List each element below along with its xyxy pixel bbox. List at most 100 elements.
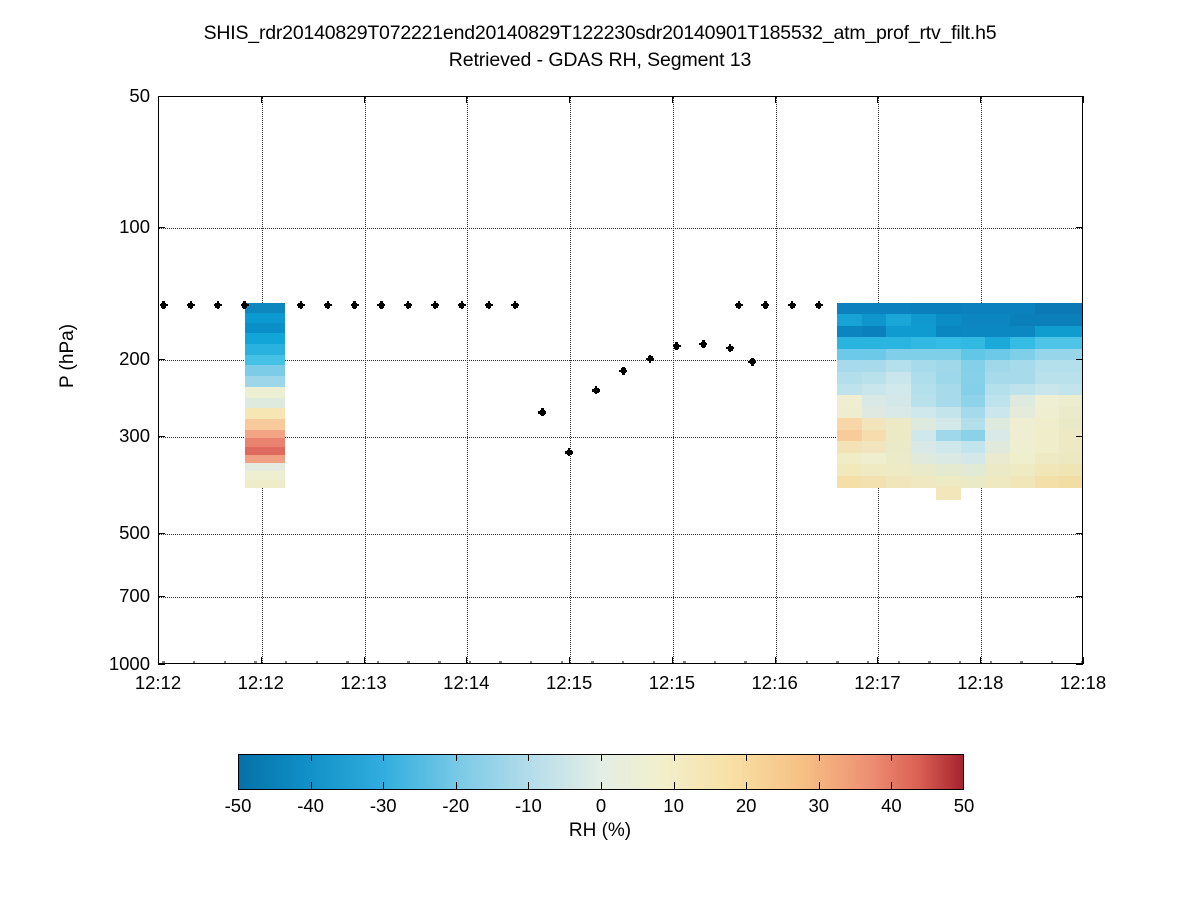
heatmap-cell (985, 429, 1011, 442)
heatmap-cell (911, 418, 937, 431)
gridline-vertical (570, 97, 572, 663)
gridline-vertical (364, 97, 366, 663)
heatmap-cell (1009, 418, 1036, 431)
y-axis-tick (1076, 96, 1083, 97)
heatmap-cell (985, 348, 1011, 362)
heatmap-cell (935, 314, 962, 327)
title-block: SHIS_rdr20140829T072221end20140829T12223… (0, 20, 1200, 74)
surface-marker-dot (957, 661, 963, 663)
heatmap-cell (985, 325, 1011, 338)
heatmap-cell (1009, 395, 1036, 408)
heatmap-cell (837, 395, 863, 408)
heatmap-cell (837, 360, 863, 373)
colorbar-tick (383, 754, 385, 761)
surface-marker-dot (773, 661, 779, 663)
colorbar-tick (746, 782, 748, 789)
colorbar-tick-label: 10 (663, 795, 684, 816)
heatmap-cell (1034, 429, 1060, 442)
heatmap-cell (911, 360, 937, 373)
figure-subtitle: Retrieved - GDAS RH, Segment 13 (448, 48, 752, 71)
heatmap-cell (886, 475, 912, 489)
heatmap-cell (960, 441, 986, 454)
heatmap-cell (935, 325, 962, 338)
heatmap-cell (985, 395, 1011, 408)
heatmap-cell (935, 337, 962, 350)
heatmap-cell (911, 314, 937, 327)
heatmap-cell (245, 408, 286, 420)
profile-top-marker-dot (350, 301, 359, 310)
heatmap-cell (245, 323, 286, 335)
heatmap-cell (886, 395, 912, 408)
heatmap-cell (245, 471, 286, 481)
heatmap-cell (1034, 302, 1060, 315)
heatmap-cell (886, 302, 912, 315)
heatmap-cell (861, 418, 888, 431)
colorbar-tick (528, 754, 530, 761)
heatmap-cell (1034, 395, 1060, 408)
y-axis-tick (1076, 227, 1083, 229)
heatmap-cell (861, 302, 888, 315)
profile-top-marker-dot (484, 301, 493, 310)
colorbar-tick (673, 782, 675, 789)
heatmap-cell (1059, 395, 1082, 408)
heatmap-cell (837, 314, 863, 327)
heatmap-cell (911, 406, 937, 419)
surface-marker-dot (559, 661, 565, 663)
heatmap-cell (911, 383, 937, 396)
x-axis-tick-label: 12:15 (545, 672, 593, 693)
heatmap-cell (1059, 406, 1082, 419)
heatmap-cell (1009, 372, 1036, 385)
surface-marker-dot (1049, 661, 1055, 663)
x-axis-tick (671, 657, 673, 664)
x-axis-tick-label: 12:12 (134, 672, 182, 693)
heatmap-cell (837, 475, 863, 489)
heatmap-cell (245, 479, 286, 489)
heatmap-cell (960, 372, 986, 385)
profile-top-marker-dot (457, 301, 466, 310)
profile-top-marker-dot (404, 301, 413, 310)
heatmap-cell (886, 418, 912, 431)
profile-top-marker-dot (240, 301, 249, 310)
heatmap-cell (886, 360, 912, 373)
heatmap-cell (911, 302, 937, 315)
heatmap-cell (911, 464, 937, 477)
heatmap-cell (960, 418, 986, 431)
heatmap-cell (935, 429, 962, 442)
heatmap-cell (911, 452, 937, 465)
heatmap-cell (1059, 314, 1082, 327)
heatmap-cell (861, 395, 888, 408)
profile-top-marker-dot (761, 301, 770, 310)
colorbar-tick (238, 754, 239, 761)
heatmap-cell (935, 475, 962, 489)
heatmap-cell (985, 314, 1011, 327)
colorbar-tick-label: 20 (735, 795, 757, 816)
heatmap-cell (935, 348, 962, 362)
y-axis-tick-label: 200 (119, 347, 150, 369)
surface-marker-dot (804, 661, 810, 663)
heatmap-cell (960, 452, 986, 465)
heatmap-cell (861, 314, 888, 327)
colorbar-tick (310, 754, 312, 761)
surface-marker-dot (467, 661, 473, 663)
heatmap-cell (1034, 325, 1060, 338)
colorbar-tick (673, 754, 675, 761)
x-axis-tick (466, 96, 468, 103)
colorbar-tick (310, 782, 312, 789)
colorbar-tick-label: 40 (881, 795, 902, 816)
heatmap-cell (1059, 418, 1082, 431)
heatmap-cell (886, 372, 912, 385)
heatmap-cell (837, 464, 863, 477)
y-axis-tick (158, 227, 165, 229)
heatmap-cell (837, 429, 863, 442)
y-axis-tick (158, 532, 165, 534)
colorbar-tick-label: -20 (442, 795, 470, 816)
colorbar-tick-label: 0 (595, 795, 607, 816)
gridline-horizontal (159, 597, 1082, 599)
heatmap-cell (886, 441, 912, 454)
heatmap-cell (1009, 325, 1036, 338)
heatmap-cell (960, 348, 986, 362)
profile-top-marker-dot (511, 301, 520, 310)
x-axis-tick (363, 657, 365, 664)
heatmap-cell (837, 441, 863, 454)
heatmap-cell (1059, 464, 1082, 477)
